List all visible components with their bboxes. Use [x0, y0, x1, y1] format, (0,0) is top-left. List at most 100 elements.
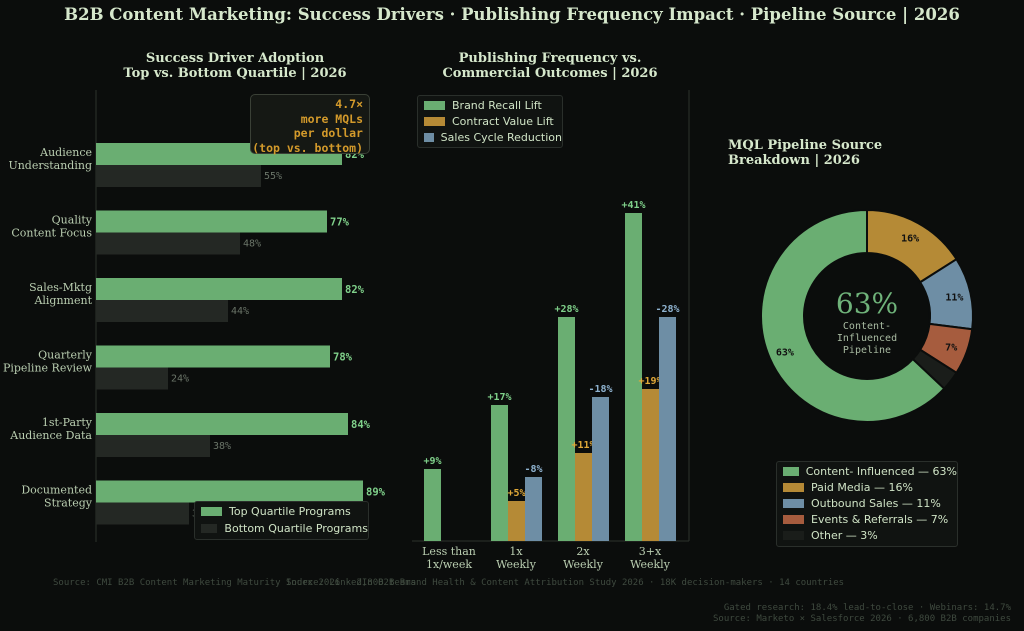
bar-bottom-quartile [96, 502, 189, 525]
donut-legend: Content- Influenced — 63% Paid Media — 1… [776, 461, 958, 547]
donut-slice [760, 208, 946, 423]
bar-bottom-quartile [96, 435, 210, 457]
mql-callout: 4.7× more MQLs per dollar (top vs. botto… [250, 94, 370, 155]
main-title: B2B Content Marketing: Success Drivers ·… [64, 5, 960, 24]
legend-item-outbound: Outbound Sales — 11% [777, 495, 957, 511]
right-panel-title: MQL Pipeline Source Breakdown | 2026 [728, 138, 928, 168]
middle-legend: Brand Recall Lift Contract Value Lift Sa… [417, 95, 563, 148]
bar-value-label: +11% [571, 440, 595, 451]
legend-item-sales-cycle: Sales Cycle Reduction [418, 129, 562, 145]
legend-swatch [783, 514, 804, 524]
legend-label: Sales Cycle Reduction [440, 130, 562, 144]
bar-bottom-quartile [96, 367, 168, 390]
legend-item-contract-value: Contract Value Lift [418, 113, 562, 129]
bar-label-bottom: 55% [264, 171, 282, 182]
donut-slice [911, 348, 958, 390]
legend-label: Other — 3% [811, 528, 878, 542]
middle-title-line2: Commercial Outcomes | 2026 [442, 66, 658, 81]
bar-label-top: 77% [330, 217, 350, 229]
source-left: Source: CMI B2B Content Marketing Maturi… [53, 578, 417, 588]
bar-value-label: +5% [507, 488, 525, 499]
legend-swatch [424, 132, 434, 142]
legend-swatch [783, 530, 804, 540]
bar-bottom-quartile [96, 232, 240, 255]
donut-center-line2: Influenced [836, 333, 898, 344]
source-right-line1: Gated research: 18.4% lead-to-close · We… [723, 603, 1011, 613]
legend-item-paid-media: Paid Media — 16% [777, 479, 957, 495]
bar-contract-value-lift [508, 501, 525, 541]
callout-line3: per dollar [293, 126, 363, 140]
donut-slice-label: 7% [945, 342, 957, 353]
bar-sales-cycle-reduction [592, 397, 609, 541]
donut-center-label: Content- Influenced Pipeline [807, 321, 927, 357]
legend-label: Outbound Sales — 11% [811, 496, 941, 510]
left-legend: Top Quartile Programs Bottom Quartile Pr… [194, 501, 369, 540]
bar-contract-value-lift [642, 389, 659, 541]
left-title-line1: Success Driver Adoption [145, 51, 325, 66]
legend-label: Content- Influenced — 63% [805, 464, 957, 478]
callout-line1: 4.7× [335, 97, 363, 111]
middle-title-line1: Publishing Frequency vs. [458, 51, 642, 66]
bar-label-top: 78% [333, 352, 353, 364]
bar-sales-cycle-reduction [659, 317, 676, 541]
bar-top-quartile [96, 210, 327, 233]
bar-contract-value-lift [575, 453, 592, 541]
legend-label: Top Quartile Programs [229, 505, 351, 518]
bar-brand-recall-lift [625, 213, 642, 541]
middle-panel-title: Publishing Frequency vs. Commercial Outc… [415, 51, 685, 81]
donut-center-value: 63% [835, 287, 899, 320]
bar-label-top: 89% [366, 487, 386, 499]
x-tick-label: 1x Weekly [496, 545, 537, 571]
callout-line4: (top vs. bottom) [252, 140, 363, 155]
legend-swatch [783, 498, 804, 508]
legend-item-events: Events & Referrals — 7% [777, 511, 957, 527]
legend-item-top-quartile: Top Quartile Programs [195, 503, 368, 520]
callout-line2: more MQLs [300, 111, 363, 126]
source-right-line2: Source: Marketo × Salesforce 2026 · 6,80… [712, 614, 1011, 624]
bar-top-quartile [96, 345, 330, 368]
bar-label-bottom: 44% [231, 306, 249, 317]
donut-slice-label: 16% [901, 234, 919, 245]
category-label: Documented Strategy [21, 484, 92, 510]
donut-slice-label: 11% [945, 292, 963, 303]
bar-bottom-quartile [96, 165, 261, 187]
category-label: 1st-Party Audience Data [9, 416, 93, 442]
left-title-line2: Top vs. Bottom Quartile | 2026 [123, 66, 347, 81]
bar-value-label: +28% [554, 304, 578, 315]
legend-swatch [783, 482, 804, 492]
x-tick-label: Less than 1x/week [422, 545, 476, 571]
bar-brand-recall-lift [491, 405, 508, 541]
legend-item-other: Other — 3% [777, 527, 957, 543]
legend-swatch [201, 524, 218, 533]
category-label: Quality Content Focus [11, 214, 92, 240]
category-label: Sales-Mktg Alignment [29, 281, 92, 307]
bar-bottom-quartile [96, 300, 228, 322]
x-tick-label: 2x Weekly [563, 545, 604, 571]
bar-value-label: +17% [487, 392, 511, 403]
legend-swatch [783, 466, 799, 476]
donut-center-line1: Content- [842, 321, 892, 332]
bar-value-label: -18% [588, 384, 612, 395]
legend-item-bottom-quartile: Bottom Quartile Programs [195, 520, 368, 537]
legend-swatch [201, 507, 222, 516]
legend-label: Contract Value Lift [452, 114, 554, 128]
legend-item-content: Content- Influenced — 63% [777, 463, 957, 479]
bar-value-label: -28% [655, 304, 679, 315]
legend-swatch [424, 100, 445, 110]
bar-label-top: 82% [345, 284, 365, 296]
source-middle: Source: LinkedIn B2B Brand Health & Cont… [286, 578, 845, 588]
bar-value-label: -8% [524, 464, 542, 475]
donut-center-line3: Pipeline [842, 345, 892, 356]
legend-label: Brand Recall Lift [452, 98, 542, 112]
bar-brand-recall-lift [424, 469, 441, 541]
right-title-line2: Breakdown | 2026 [728, 153, 860, 168]
bar-label-bottom: 48% [243, 239, 261, 250]
bar-top-quartile [96, 413, 348, 435]
bar-label-bottom: 38% [213, 441, 231, 452]
category-label: Quarterly Pipeline Review [3, 349, 93, 375]
bar-label-top: 84% [351, 419, 371, 431]
bar-sales-cycle-reduction [525, 477, 542, 541]
bar-value-label: +19% [638, 376, 662, 387]
bar-top-quartile [96, 480, 363, 503]
donut-slice-label: 63% [776, 348, 794, 359]
